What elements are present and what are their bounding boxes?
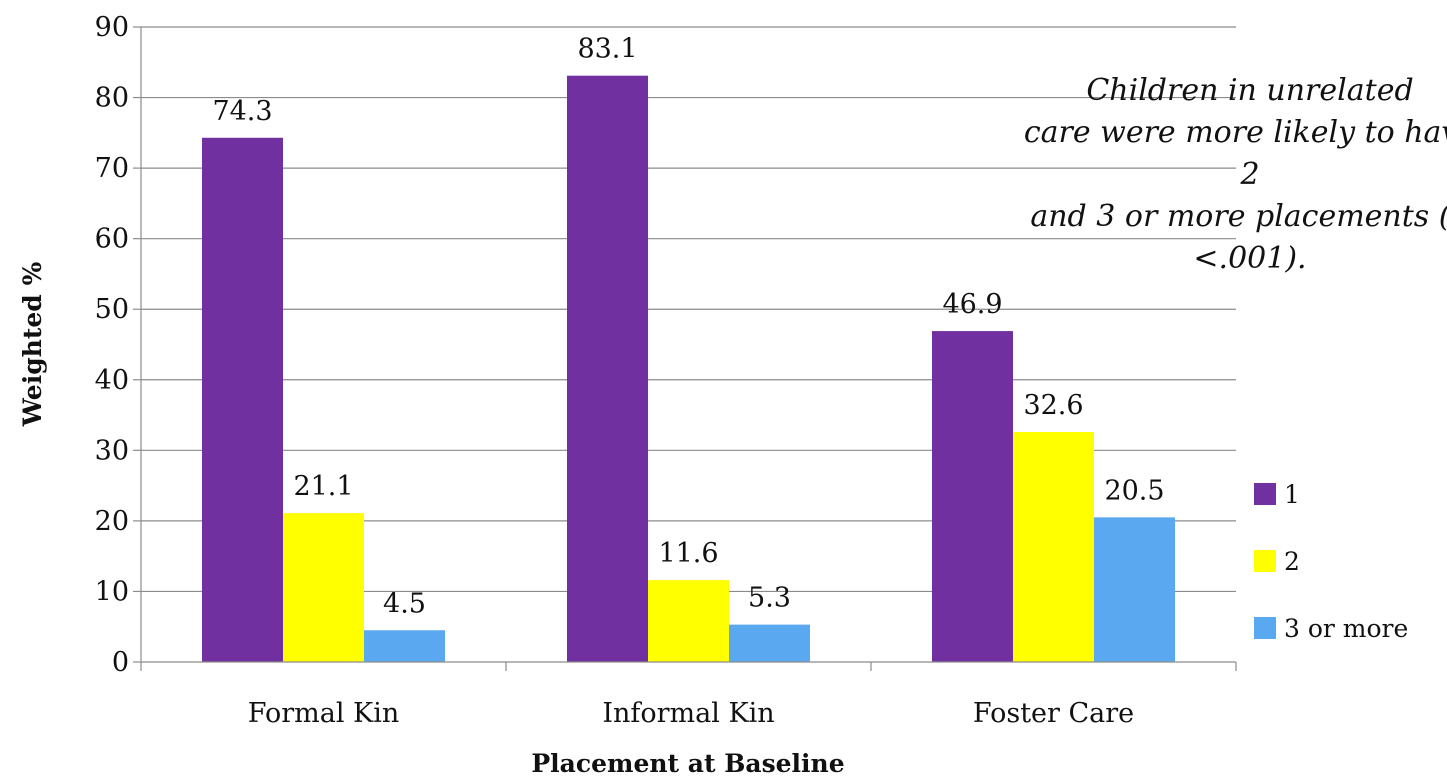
bar (364, 630, 445, 662)
legend-label: 3 or more (1284, 614, 1408, 643)
y-tick-label: 10 (95, 576, 129, 607)
bars (202, 75, 1175, 662)
y-tick-label: 40 (95, 365, 129, 396)
data-label: 5.3 (748, 583, 791, 614)
legend-swatch (1254, 617, 1276, 639)
legend: 1 2 3 or more (1254, 480, 1408, 643)
data-label: 83.1 (577, 34, 637, 65)
data-label: 20.5 (1104, 475, 1164, 506)
x-tick-label: Informal Kin (602, 698, 774, 729)
bar (1013, 431, 1094, 662)
data-label: 74.3 (212, 96, 272, 127)
bar (648, 580, 729, 662)
data-label: 4.5 (383, 588, 426, 619)
y-tick-label: 90 (95, 12, 129, 43)
y-axis-title: Weighted % (18, 262, 47, 428)
chart-annotation: Children in unrelated care were more lik… (1023, 73, 1447, 276)
bar (202, 137, 283, 662)
bar (283, 513, 364, 662)
data-label: 32.6 (1023, 390, 1083, 421)
y-tick-label: 0 (112, 647, 129, 678)
legend-label: 1 (1284, 480, 1300, 509)
bar (1094, 517, 1175, 662)
y-tick-label: 80 (95, 83, 129, 114)
y-tick-label: 60 (95, 224, 129, 255)
legend-swatch (1254, 483, 1276, 505)
x-tick-label: Formal Kin (248, 698, 400, 729)
data-label: 21.1 (293, 471, 353, 502)
bar (932, 331, 1013, 662)
legend-label: 2 (1284, 547, 1300, 576)
y-tick-label: 30 (95, 435, 129, 466)
data-labels: 74.3 21.1 4.5 83.1 11.6 5.3 46.9 32.6 20.5 (212, 34, 1164, 620)
y-tick-label: 20 (95, 506, 129, 537)
x-axis-title: Placement at Baseline (531, 749, 844, 778)
bar (729, 624, 810, 662)
x-tick-label: Foster Care (973, 698, 1134, 729)
data-label: 11.6 (658, 538, 718, 569)
axes: 0 10 20 30 40 50 60 70 80 90 Formal Kin Informal Ki… (95, 12, 1237, 729)
bar (567, 75, 648, 662)
legend-swatch (1254, 550, 1276, 572)
data-label: 46.9 (942, 289, 1002, 320)
y-tick-label: 70 (95, 153, 129, 184)
y-tick-label: 50 (95, 294, 129, 325)
